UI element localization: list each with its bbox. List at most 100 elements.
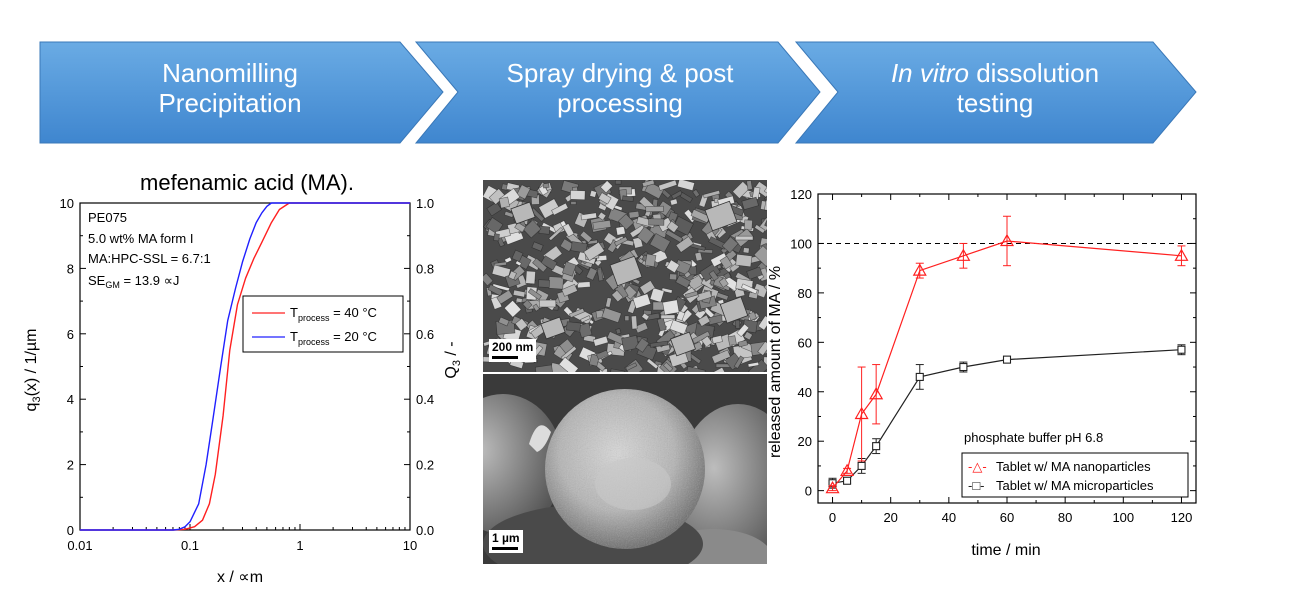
psd-y-right-tick-label: 0.8 bbox=[416, 261, 434, 276]
sem1-crystal bbox=[639, 280, 656, 295]
sem1-crystal bbox=[743, 219, 753, 230]
sem1-crystal bbox=[538, 198, 561, 219]
sem1-crystal bbox=[569, 190, 586, 201]
sem1-crystal bbox=[538, 184, 549, 196]
psd-x-tick-label: 0.01 bbox=[67, 538, 92, 553]
psd-y-right-tick-label: 1.0 bbox=[416, 196, 434, 211]
sem1-crystal bbox=[697, 248, 713, 254]
psd-y-left-tick-label: 0 bbox=[67, 523, 74, 538]
psd-y-right-main: Q bbox=[443, 366, 460, 378]
sem1-crystal bbox=[656, 317, 667, 332]
sem1-crystal bbox=[683, 270, 692, 279]
sem1-crystal bbox=[504, 256, 513, 264]
diss-marker-square bbox=[857, 461, 866, 470]
sem1-crystal bbox=[615, 328, 622, 335]
sem1-crystal bbox=[522, 219, 542, 239]
sem1-crystal bbox=[719, 255, 733, 270]
diss-y-tick-label: 0 bbox=[805, 484, 812, 499]
diss-x-tick-label: 60 bbox=[1000, 510, 1014, 525]
sem1-large-crystal bbox=[510, 201, 536, 225]
psd-x-tick-label: 1 bbox=[296, 538, 303, 553]
sem1-crystal bbox=[669, 273, 678, 281]
sem1-crystal bbox=[515, 260, 522, 267]
sem1-crystal bbox=[551, 202, 569, 216]
sem1-crystal bbox=[641, 312, 650, 321]
sem1-crystal bbox=[692, 189, 701, 198]
sem1-crystal bbox=[740, 283, 758, 295]
diss-y-tick-label: 20 bbox=[798, 434, 812, 449]
sem1-crystal bbox=[514, 317, 529, 332]
sem1-crystal bbox=[662, 299, 680, 316]
sem1-crystal bbox=[764, 199, 767, 212]
diss-legend-label-2: Tablet w/ MA microparticles bbox=[996, 478, 1154, 493]
sem1-crystal bbox=[634, 321, 649, 334]
sem1-large-crystal bbox=[609, 255, 643, 287]
sem1-crystal bbox=[570, 201, 577, 205]
sem1-crystal bbox=[512, 289, 526, 298]
sem1-crystal bbox=[601, 307, 622, 324]
process-arrow-3 bbox=[794, 41, 1197, 144]
scale-bar-1um-label: 1 µm bbox=[492, 531, 520, 545]
sem1-crystal bbox=[708, 270, 719, 282]
sem1-crystal bbox=[492, 283, 511, 292]
psd-y-left-axis-label: q3(x) / 1/µm bbox=[23, 329, 43, 412]
process-step-1-label: Nanomilling Precipitation bbox=[40, 58, 420, 118]
sem1-crystal bbox=[646, 358, 659, 370]
psd-annotation-line-1: PE075 bbox=[88, 210, 127, 225]
diss-y-tick-label: 100 bbox=[790, 236, 812, 251]
diss-annotation: phosphate buffer pH 6.8 bbox=[964, 430, 1103, 445]
sem1-crystal bbox=[561, 261, 577, 277]
psd-legend-2-sub: process bbox=[298, 337, 330, 347]
psd-legend-label-1: Tprocess = 40 °C bbox=[290, 305, 377, 323]
sem1-crystal bbox=[542, 182, 550, 189]
process-arrow-2 bbox=[414, 41, 821, 144]
sem1-crystal bbox=[589, 190, 597, 198]
sem-micrograph-microparticle: 1 µm bbox=[483, 374, 767, 564]
sem1-large-crystal bbox=[704, 200, 738, 232]
psd-y-left-tick-label: 4 bbox=[67, 392, 74, 407]
psd-y-left-tick-label: 6 bbox=[67, 327, 74, 342]
psd-y-right-tick-label: 0.2 bbox=[416, 458, 434, 473]
process-step-3-line2: testing bbox=[956, 88, 1034, 118]
diss-y-tick-label: 40 bbox=[798, 385, 812, 400]
process-step-1-line2: Precipitation bbox=[158, 88, 302, 118]
sem1-crystal bbox=[561, 283, 578, 297]
sem1-crystal bbox=[754, 224, 766, 234]
sem1-crystal bbox=[522, 299, 533, 310]
sem1-crystal bbox=[632, 236, 644, 249]
sem1-crystal bbox=[635, 337, 650, 353]
psd-series-line-1 bbox=[80, 202, 410, 531]
diss-marker-triangle bbox=[840, 463, 855, 476]
sem1-crystal bbox=[498, 196, 511, 209]
diss-y-tick-label: 80 bbox=[798, 286, 812, 301]
scale-bar-1um-line bbox=[492, 547, 518, 550]
sem1-crystal bbox=[697, 314, 711, 327]
sem1-crystal bbox=[701, 335, 713, 348]
sem1-crystal bbox=[718, 277, 729, 288]
psd-x-tick-label: 10 bbox=[403, 538, 417, 553]
psd-annotation-se-rest: = 13.9 ∝J bbox=[120, 273, 180, 288]
diss-ticks: 0 20 40 60 80 100 120 0 20 40 60 80 100 120 bbox=[790, 187, 1196, 525]
sem1-crystal bbox=[628, 210, 640, 219]
diss-x-axis-label: time / min bbox=[971, 542, 1040, 559]
sem1-crystal bbox=[732, 180, 751, 199]
sem1-crystal bbox=[540, 255, 558, 271]
sem1-crystal bbox=[702, 190, 721, 199]
sem1-crystal bbox=[576, 281, 591, 289]
sem1-crystal bbox=[562, 223, 575, 238]
psd-annotation: PE075 5.0 wt% MA form I MA:HPC-SSL = 6.7… bbox=[88, 210, 211, 290]
sem1-crystal bbox=[568, 307, 585, 319]
psd-legend-1-main: T bbox=[290, 305, 298, 320]
sem1-crystal bbox=[617, 213, 635, 231]
diss-legend-mark-2: -□- bbox=[968, 478, 985, 493]
sem1-large-crystal bbox=[670, 331, 696, 357]
psd-chart-title: mefenamic acid (MA). bbox=[140, 170, 354, 195]
sem1-crystal bbox=[624, 359, 644, 372]
sem1-crystal bbox=[736, 323, 750, 338]
sem-micrograph-nanoparticles: 200 nm bbox=[483, 180, 767, 372]
diss-marker-triangle bbox=[1174, 248, 1189, 261]
sem1-crystal bbox=[737, 339, 749, 348]
sem1-crystal bbox=[644, 181, 665, 200]
psd-y-left-tick-label: 8 bbox=[67, 261, 74, 276]
sem-image-nanoparticles bbox=[483, 180, 767, 372]
